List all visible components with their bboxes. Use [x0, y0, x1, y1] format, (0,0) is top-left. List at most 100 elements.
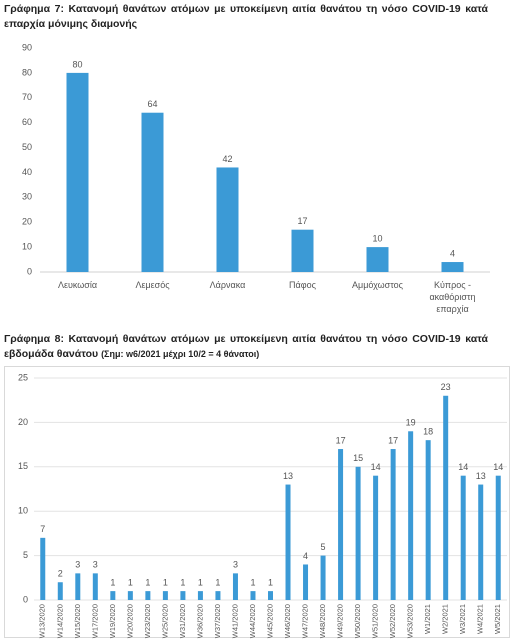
bar	[390, 449, 396, 600]
x-tick-label: W3/2021	[458, 604, 467, 634]
x-tick-label: Λευκωσία	[57, 280, 98, 290]
bar	[478, 484, 484, 600]
x-tick-label: W41/2020	[230, 604, 239, 638]
x-tick-label: W23/2020	[143, 604, 152, 638]
bar	[197, 591, 203, 600]
bar	[268, 591, 273, 600]
x-tick-label: Λάρνακα	[209, 280, 246, 290]
bar	[215, 591, 221, 600]
x-tick-label: W45/2020	[265, 604, 274, 638]
data-label: 19	[406, 418, 416, 428]
chart-frame	[4, 366, 510, 638]
y-tick-label: 0	[27, 266, 32, 276]
y-tick-label: 25	[18, 372, 28, 382]
x-tick-label: W31/2020	[178, 604, 187, 638]
chart: 0 5 10 15 20 25 7 W13/2020 2 W14/2020 3 W15/2020 3 W1…	[18, 372, 507, 638]
data-label: 23	[441, 382, 451, 392]
x-tick-label: W20/2020	[125, 604, 134, 638]
data-label: 15	[353, 453, 363, 463]
bar	[162, 591, 168, 600]
y-tick-label: 20	[18, 417, 28, 427]
bar	[145, 591, 151, 600]
x-tick-label: W1/2021	[423, 604, 432, 634]
x-tick-label: W2/2021	[441, 604, 450, 634]
bar	[141, 112, 164, 272]
x-tick-label: W49/2020	[336, 604, 345, 638]
title-text: Γράφημα 7: Κατανομή θανάτων ατόμων με υπ…	[4, 3, 488, 30]
data-label: 10	[372, 233, 382, 243]
bar	[460, 475, 466, 600]
bar	[216, 167, 239, 272]
data-label: 14	[493, 462, 503, 472]
y-tick-label: 60	[22, 117, 32, 127]
bar	[127, 591, 133, 600]
data-label: 18	[423, 427, 433, 437]
x-tick-label: W53/2020	[406, 604, 415, 638]
data-label: 17	[388, 435, 398, 445]
bar	[303, 564, 309, 600]
y-tick-label: 5	[23, 550, 28, 560]
x-tick-label: W14/2020	[55, 604, 64, 638]
data-label: 64	[147, 99, 157, 109]
x-tick-label: W4/2021	[476, 604, 485, 634]
data-label: 1	[198, 577, 203, 587]
data-label: 3	[75, 560, 80, 570]
x-tick-label: W15/2020	[73, 604, 82, 638]
data-label: 14	[458, 462, 468, 472]
x-tick-label: W47/2020	[301, 604, 310, 638]
bar	[425, 440, 431, 600]
y-tick-label: 15	[18, 461, 28, 471]
data-label: 42	[222, 154, 232, 164]
x-tick-label: Κύπρος - ακαθόριστη επαρχία	[429, 280, 476, 314]
chart-title: Γράφημα 8: Κατανομή θανάτων ατόμων με υπ…	[4, 332, 488, 362]
bar	[250, 591, 256, 600]
x-tick-label: W46/2020	[283, 604, 292, 638]
data-label: 1	[215, 577, 220, 587]
data-label: 4	[450, 248, 455, 258]
bar	[291, 229, 314, 272]
data-label: 3	[233, 560, 238, 570]
x-tick-label: W36/2020	[195, 604, 204, 638]
y-tick-label: 50	[22, 142, 32, 152]
x-tick-label: W17/2020	[90, 604, 99, 638]
data-label: 7	[40, 524, 45, 534]
data-label: 2	[58, 569, 63, 579]
bar	[443, 395, 449, 600]
data-label: 13	[476, 471, 486, 481]
y-tick-label: 10	[18, 506, 28, 516]
y-tick-label: 30	[22, 192, 32, 202]
x-tick-label: Λεμεσός	[135, 280, 170, 290]
bar	[338, 449, 344, 600]
bar	[40, 537, 46, 600]
bar	[232, 573, 238, 600]
data-label: 13	[283, 471, 293, 481]
x-tick-label: W37/2020	[213, 604, 222, 638]
bar	[408, 431, 414, 600]
bar	[495, 475, 501, 600]
x-tick-label: W51/2020	[371, 604, 380, 638]
bar	[110, 591, 116, 600]
bar	[320, 555, 326, 600]
data-label: 1	[110, 577, 115, 587]
data-label: 80	[72, 59, 82, 69]
x-tick-label: W19/2020	[108, 604, 117, 638]
bar	[92, 573, 98, 600]
y-tick-label: 40	[22, 167, 32, 177]
y-tick-label: 90	[22, 42, 32, 52]
data-label: 1	[145, 577, 150, 587]
data-label: 1	[250, 577, 255, 587]
bar	[441, 262, 464, 272]
x-tick-label: W13/2020	[38, 604, 47, 638]
x-tick-label: W52/2020	[388, 604, 397, 638]
bar	[373, 475, 379, 600]
data-label: 1	[268, 577, 273, 587]
chart-title: Γράφημα 7: Κατανομή θανάτων ατόμων με υπ…	[4, 2, 488, 32]
y-tick-label: 0	[23, 594, 28, 604]
x-tick-label: Πάφος	[289, 280, 316, 290]
bar	[57, 582, 63, 600]
subtitle: (Σημ: w6/2021 μέχρι 10/2 = 4 θάνατοι)	[101, 349, 260, 359]
bar	[66, 72, 89, 272]
data-label: 1	[128, 577, 133, 587]
data-label: 1	[163, 577, 168, 587]
